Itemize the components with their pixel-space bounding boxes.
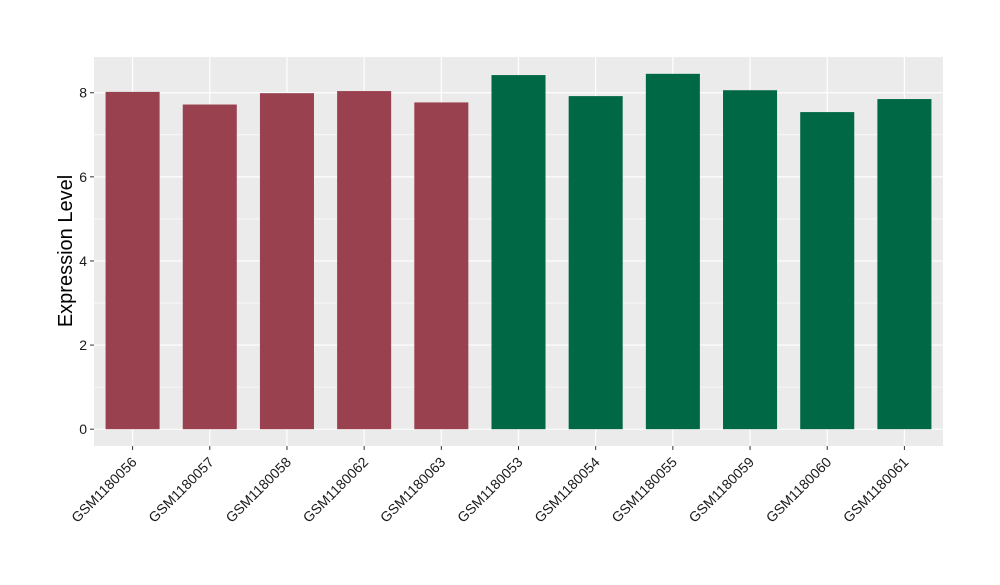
bar-GSM1180059	[723, 90, 778, 430]
x-tick-label: GSM1180058	[222, 454, 294, 526]
bar-GSM1180053	[491, 75, 546, 430]
y-tick-label: 6	[79, 169, 87, 185]
y-tick-label: 4	[79, 253, 87, 269]
y-axis: 0 2 4 6 8	[79, 85, 94, 437]
x-tick-label: GSM1180057	[145, 454, 217, 526]
bar-GSM1180061	[877, 99, 932, 430]
x-axis: GSM1180056 GSM1180057 GSM1180058 GSM1180062…	[68, 446, 912, 525]
bar-GSM1180057	[182, 104, 237, 430]
x-tick-label: GSM1180053	[454, 454, 526, 526]
x-tick-label: GSM1180055	[608, 454, 680, 526]
x-tick-label: GSM1180059	[685, 454, 757, 526]
bar-GSM1180060	[800, 112, 855, 430]
bar-GSM1180063	[414, 102, 469, 430]
bar-GSM1180062	[337, 91, 392, 430]
bars	[105, 73, 932, 430]
x-tick-label: GSM1180054	[531, 454, 603, 526]
bar-GSM1180058	[259, 93, 314, 430]
x-tick-label: GSM1180060	[763, 454, 835, 526]
x-tick-label: GSM1180061	[840, 454, 912, 526]
y-axis-title: Expression Level	[55, 175, 77, 327]
bar-GSM1180056	[105, 91, 160, 430]
y-tick-label: 0	[79, 421, 87, 437]
bar-GSM1180054	[568, 96, 623, 430]
y-tick-label: 2	[79, 337, 87, 353]
bar-GSM1180055	[645, 73, 700, 430]
x-tick-label: GSM1180056	[68, 454, 140, 526]
x-tick-label: GSM1180063	[377, 454, 449, 526]
x-tick-label: GSM1180062	[300, 454, 372, 526]
y-tick-label: 8	[79, 85, 87, 101]
